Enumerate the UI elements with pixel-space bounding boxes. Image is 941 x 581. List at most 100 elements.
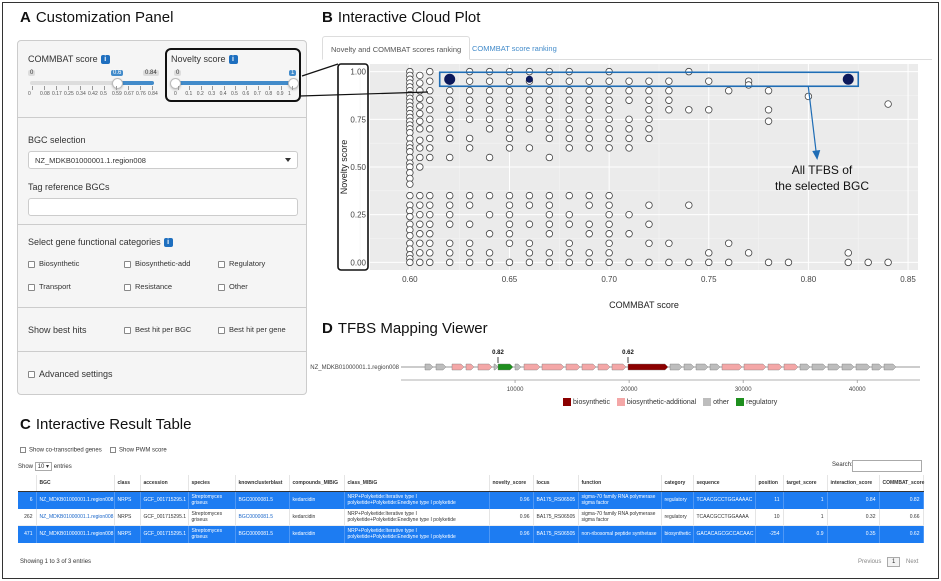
table-cell: BA175_RS06505	[533, 525, 579, 543]
slider-tick	[246, 86, 248, 90]
checkbox-best-per-bgc[interactable]: Best hit per BGC	[124, 325, 191, 334]
checkbox-pwm[interactable]: Show PWM score	[110, 447, 167, 454]
tab-commbat-ranking[interactable]: COMMBAT score ranking	[472, 44, 557, 53]
slider-tick-label: 0.1	[185, 91, 193, 97]
table-cell: 0.96	[489, 491, 534, 509]
table-cell: kedarcidin	[289, 525, 345, 543]
column-header[interactable]: category	[661, 475, 694, 492]
table-cell: 0.9	[783, 525, 828, 543]
novelty-max-badge: 1	[289, 70, 297, 76]
table-cell: BA175_RS06505	[533, 508, 579, 526]
slider-tick-label: 1	[288, 91, 291, 97]
slider-tick	[104, 86, 105, 90]
column-header[interactable]: BGC	[36, 475, 115, 492]
column-header[interactable]: locus	[533, 475, 579, 492]
checkbox-advanced-settings[interactable]: Advanced settings	[28, 369, 113, 379]
search-input[interactable]	[852, 460, 922, 472]
slider-tick-label: 0.8	[265, 91, 273, 97]
info-icon[interactable]: i	[163, 238, 173, 248]
table-cell-link[interactable]: NZ_MDKB01000001.1.region008	[39, 531, 114, 538]
column-header[interactable]: species	[188, 475, 236, 492]
table-cell-link[interactable]: NZ_MDKB01000001.1.region008	[39, 513, 114, 520]
column-header[interactable]: compounds_MIBiG	[289, 475, 345, 492]
table-cell-link[interactable]: BGC0000081.5	[238, 513, 273, 520]
table-cell: NRP+Polyketide:Iterative type I polyketi…	[344, 525, 490, 543]
table-cell-link[interactable]: NZ_MDKB01000001.1.region008	[39, 497, 114, 504]
slider-tick-label: 0.84	[148, 91, 158, 97]
table-cell: -254	[755, 525, 784, 543]
table-cell: TCAACGCCTGGAAAAC	[693, 491, 756, 509]
page-length-control: Show 10 ▾ entries	[18, 462, 72, 471]
entries-select[interactable]: 10 ▾	[34, 462, 53, 471]
commbat-slider-track[interactable]	[30, 81, 154, 85]
checkbox-biosynthetic-add[interactable]: Biosynthetic-add	[124, 259, 190, 268]
slider-tick-label: 0.3	[208, 91, 216, 97]
checkbox-cotranscribed[interactable]: Show co-transcribed genes	[20, 447, 102, 454]
divider	[18, 117, 306, 118]
table-row[interactable]: 6 NZ_MDKB01000001.1.region008 NRPS GCF_0017…	[18, 491, 924, 509]
prev-button[interactable]: Previous	[858, 559, 882, 565]
checkbox-regulatory[interactable]: Regulatory	[218, 259, 265, 268]
table-cell-link[interactable]: BGC0000081.5	[238, 497, 273, 504]
info-icon[interactable]: i	[228, 55, 238, 65]
table-cell: Streptomyces griseus	[188, 491, 236, 509]
table-cell: GCF_001715295.1	[140, 491, 189, 509]
section-c-title: C Interactive Result Table	[20, 416, 192, 433]
table-cell: NRP+Polyketide:Iterative type I polyketi…	[344, 491, 490, 509]
column-header[interactable]: function	[578, 475, 662, 492]
checkbox-resistance[interactable]: Resistance	[124, 282, 172, 291]
commbat-slider-handle[interactable]	[112, 78, 123, 89]
commbat-value-badge: 0.6	[111, 70, 124, 76]
slider-tick-label: 0	[28, 91, 31, 97]
novelty-slider-handle-high[interactable]	[288, 78, 299, 89]
column-header[interactable]: position	[755, 475, 784, 492]
column-header[interactable]: COMMBAT_score	[879, 475, 924, 492]
column-header[interactable]: accession	[140, 475, 189, 492]
table-cell: BGC0000081.5	[235, 508, 290, 526]
section-d-title: D TFBS Mapping Viewer	[322, 320, 488, 337]
info-icon[interactable]: i	[100, 55, 110, 65]
slider-tick-label: 0.5	[100, 91, 107, 97]
table-cell: 0.35	[827, 525, 880, 543]
checkbox-biosynthetic[interactable]: Biosynthetic	[28, 259, 79, 268]
table-cell: NRPS	[114, 491, 141, 509]
pagination: Previous 1 Next	[858, 557, 918, 567]
column-header[interactable]: class	[114, 475, 141, 492]
checkbox-transport[interactable]: Transport	[28, 282, 71, 291]
slider-tick-label: 0.17	[52, 91, 62, 97]
column-header[interactable]	[18, 475, 37, 492]
column-header[interactable]: class_MIBiG	[344, 475, 490, 492]
table-cell: NRPS	[114, 525, 141, 543]
legend-swatch-regulatory	[736, 398, 745, 406]
column-header[interactable]: sequence	[693, 475, 756, 492]
column-header[interactable]: target_score	[783, 475, 828, 492]
novelty-highlight-box	[165, 48, 301, 102]
table-info: Showing 1 to 3 of 3 entries	[20, 559, 92, 565]
slider-tick	[128, 86, 129, 90]
table-row[interactable]: 471 NZ_MDKB01000001.1.region008 NRPS GCF_00…	[18, 525, 924, 543]
column-header[interactable]: knownclusterblast	[235, 475, 290, 492]
slider-tick-label: 0.76	[136, 91, 146, 97]
viewer-legend: biosynthetic biosynthetic-additional oth…	[563, 398, 777, 406]
bgc-select[interactable]: NZ_MDKB01000001.1.region008	[28, 151, 298, 169]
legend-swatch-biosynthetic-additional	[616, 398, 625, 406]
slider-tick	[178, 86, 179, 90]
column-header[interactable]: novelty_score	[489, 475, 534, 492]
next-button[interactable]: Next	[906, 559, 919, 565]
table-row[interactable]: 262 NZ_MDKB01000001.1.region008 NRPS GCF_00…	[18, 508, 924, 526]
legend-swatch-biosynthetic	[563, 398, 571, 406]
page-1-button[interactable]: 1	[887, 557, 901, 567]
tag-reference-input[interactable]	[28, 198, 298, 216]
tab-novelty-commbat[interactable]: Novelty and COMMBAT scores ranking	[322, 36, 471, 60]
checkbox-best-per-gene[interactable]: Best hit per gene	[218, 325, 286, 334]
novelty-slider-handle-low[interactable]	[170, 78, 181, 89]
table-cell: regulatory	[661, 491, 694, 509]
slider-tick-label: 0.2	[196, 91, 204, 97]
checkbox-other[interactable]: Other	[218, 282, 248, 291]
slider-tick	[152, 86, 153, 90]
column-header[interactable]: interaction_score	[827, 475, 880, 492]
table-cell-link[interactable]: BGC0000081.5	[238, 531, 273, 538]
slider-tick	[116, 86, 117, 90]
table-cell: 6	[18, 491, 37, 509]
table-header-row: BGC class accession species knownclusterblas…	[18, 475, 924, 492]
